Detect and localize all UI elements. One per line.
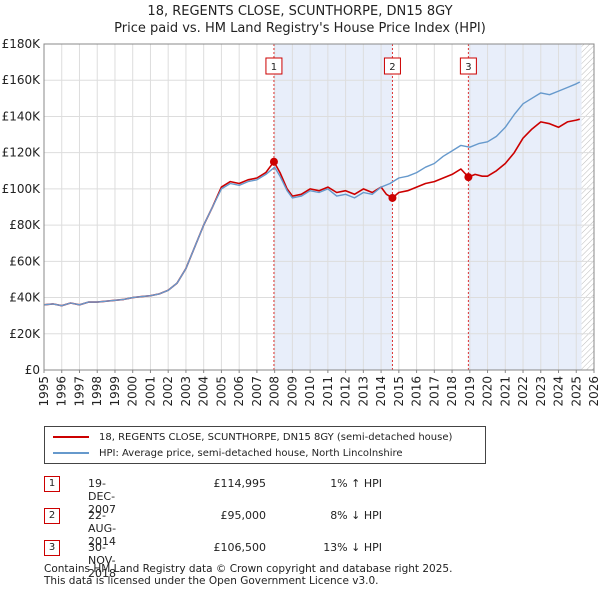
- y-tick-label: £100K: [2, 182, 42, 196]
- sale-point: [269, 157, 278, 166]
- y-tick-label: £160K: [2, 73, 42, 87]
- sale-date: 22-AUG-2014: [88, 509, 117, 548]
- y-tick-label: £180K: [2, 37, 42, 51]
- x-tick-label: 2017: [427, 376, 441, 407]
- shaded-region: [468, 44, 582, 370]
- x-tick-label: 2006: [232, 376, 246, 407]
- sale-label-text: 2: [389, 62, 395, 73]
- x-tick-label: 2009: [285, 376, 299, 407]
- sale-label-box: [265, 57, 283, 75]
- x-tick-label: 2024: [552, 376, 566, 407]
- x-tick-label: 2026: [587, 376, 600, 407]
- sale-point: [388, 193, 397, 202]
- shaded-region: [273, 44, 393, 370]
- sale-date: 19-DEC-2007: [88, 477, 116, 516]
- sale-date: 30-NOV-2018: [88, 541, 116, 580]
- y-tick-label: £140K: [2, 109, 42, 123]
- x-tick-label: 2011: [321, 376, 335, 407]
- x-tick-label: 2012: [339, 376, 353, 407]
- sale-label-text: 1: [271, 62, 277, 73]
- x-tick-label: 2000: [126, 376, 140, 407]
- x-tick-label: 2025: [569, 376, 583, 407]
- x-tick-label: 2022: [516, 376, 530, 407]
- x-tick-label: 2005: [214, 376, 228, 407]
- y-tick-label: £80K: [9, 218, 41, 232]
- sale-number-badge: 3: [44, 540, 60, 556]
- y-tick-label: £20K: [9, 327, 41, 341]
- footer-copyright: Contains HM Land Registry data © Crown c…: [44, 563, 453, 575]
- x-tick-label: 1999: [108, 376, 122, 407]
- x-tick-label: 2003: [179, 376, 193, 407]
- x-tick-label: 2004: [197, 376, 211, 407]
- sale-hpi-diff: 1% ↑ HPI: [330, 477, 382, 490]
- legend-swatch-hpi: [53, 452, 89, 454]
- sale-number-badge: 1: [44, 476, 60, 492]
- y-tick-label: £120K: [2, 146, 42, 160]
- price-chart: £0 £20K £40K £60K £80K £100K £120K £140K £160K £1…: [2, 37, 600, 407]
- sale-hpi-diff: 13% ↓ HPI: [323, 541, 382, 554]
- x-tick-label: 1998: [90, 376, 104, 407]
- sale-price: £95,000: [220, 509, 267, 522]
- sale-label-text: 3: [465, 62, 471, 73]
- y-tick-label: £0: [25, 363, 40, 377]
- plot-frame: [43, 43, 595, 371]
- sale-hpi-diff: 8% ↓ HPI: [330, 509, 382, 522]
- x-tick-label: 1996: [55, 376, 69, 407]
- x-tick-label: 2016: [410, 376, 424, 407]
- legend-label-property: 18, REGENTS CLOSE, SCUNTHORPE, DN15 8GY …: [99, 431, 453, 443]
- legend-item-property: 18, REGENTS CLOSE, SCUNTHORPE, DN15 8GY …: [53, 429, 452, 445]
- chart-title: 18, REGENTS CLOSE, SCUNTHORPE, DN15 8GY: [147, 4, 453, 19]
- x-tick-label: 2002: [161, 376, 175, 407]
- x-tick-label: 2018: [445, 376, 459, 407]
- x-tick-label: 2023: [534, 376, 548, 407]
- x-tick-label: 2013: [356, 376, 370, 407]
- x-tick-label: 2020: [481, 376, 495, 407]
- hatched-region: [581, 44, 594, 370]
- x-tick-label: 2014: [374, 376, 388, 407]
- sale-price: £114,995: [213, 477, 267, 490]
- y-tick-label: £40K: [9, 291, 41, 305]
- legend-item-hpi: HPI: Average price, semi-detached house,…: [53, 445, 403, 461]
- sale-label-box: [383, 57, 401, 75]
- x-tick-label: 1995: [37, 376, 51, 407]
- x-tick-label: 2019: [463, 376, 477, 407]
- x-tick-label: 2010: [303, 376, 317, 407]
- x-tick-label: 2007: [250, 376, 264, 407]
- sale-number-badge: 2: [44, 508, 60, 524]
- x-tick-label: 2008: [268, 376, 282, 407]
- x-tick-label: 1997: [72, 376, 86, 407]
- chart-subtitle: Price paid vs. HM Land Registry's House …: [114, 21, 486, 36]
- x-tick-label: 2021: [498, 376, 512, 407]
- sale-label-box: [459, 57, 477, 75]
- x-tick-label: 2015: [392, 376, 406, 407]
- legend-swatch-property: [53, 436, 89, 438]
- series-line-hpi: [43, 81, 581, 307]
- chart-legend: 18, REGENTS CLOSE, SCUNTHORPE, DN15 8GY …: [44, 426, 486, 464]
- y-tick-label: £60K: [9, 254, 41, 268]
- footer-licence: This data is licensed under the Open Gov…: [44, 575, 379, 587]
- x-tick-label: 2001: [143, 376, 157, 407]
- sale-point: [464, 173, 473, 182]
- sale-price: £106,500: [213, 541, 267, 554]
- legend-label-hpi: HPI: Average price, semi-detached house,…: [99, 447, 403, 459]
